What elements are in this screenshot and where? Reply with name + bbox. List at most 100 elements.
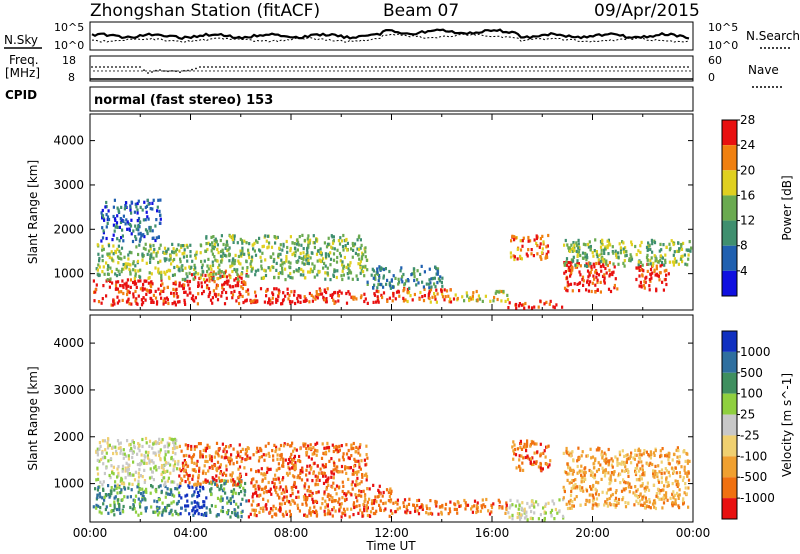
nave-dot — [605, 70, 607, 72]
range-cell — [220, 455, 223, 459]
range-cell — [164, 482, 167, 486]
range-cell — [549, 459, 552, 463]
range-cell — [121, 469, 124, 473]
range-cell — [188, 271, 191, 275]
range-cell — [158, 221, 161, 225]
range-cell — [660, 454, 663, 458]
range-cell — [141, 494, 144, 498]
range-cell — [637, 249, 640, 253]
range-cell — [673, 260, 676, 264]
range-cell — [338, 444, 341, 448]
range-cell — [386, 299, 389, 303]
range-cell — [98, 459, 101, 463]
range-cell — [159, 448, 162, 452]
range-cell — [106, 267, 109, 272]
range-cell — [259, 506, 262, 511]
range-cell — [139, 205, 142, 209]
freq-dot — [371, 66, 373, 68]
range-cell — [526, 254, 529, 258]
range-cell — [229, 235, 232, 239]
range-cell — [299, 294, 302, 298]
range-cell — [363, 299, 366, 304]
range-cell — [225, 450, 228, 454]
range-cell — [309, 511, 312, 515]
range-cell — [199, 450, 202, 454]
range-cell — [164, 272, 167, 276]
range-cell — [265, 289, 268, 293]
range-cell — [112, 252, 115, 256]
range-cell — [136, 211, 139, 215]
range-cell — [676, 460, 679, 464]
range-cell — [139, 279, 142, 283]
range-cell — [96, 472, 100, 476]
range-cell — [353, 464, 356, 468]
range-cell — [511, 445, 514, 449]
range-cell — [392, 285, 395, 289]
range-cell — [639, 492, 642, 496]
range-cell — [307, 240, 310, 244]
range-cell — [162, 302, 165, 306]
range-cell — [663, 493, 666, 497]
freq-dot — [519, 66, 521, 68]
range-cell — [240, 490, 243, 494]
range-cell — [561, 305, 564, 309]
range-cell — [572, 255, 575, 259]
range-cell — [231, 296, 234, 300]
range-cell — [207, 273, 210, 277]
x-tick-label: 00:00 — [73, 526, 108, 540]
freq-dot — [659, 66, 661, 68]
range-cell — [223, 302, 227, 306]
range-cell — [238, 443, 241, 447]
range-cell — [635, 277, 638, 282]
nave-dot — [297, 70, 299, 72]
range-cell — [208, 279, 211, 283]
freq-dot — [335, 66, 337, 68]
range-cell — [227, 509, 230, 513]
freq-dot — [595, 66, 597, 68]
range-cell — [675, 448, 678, 452]
range-cell — [108, 495, 111, 499]
range-cell — [623, 454, 626, 458]
range-cell — [351, 487, 354, 491]
range-cell — [357, 511, 360, 515]
freq-dot — [423, 66, 425, 68]
range-cell — [558, 498, 561, 502]
nave-dot — [321, 70, 323, 72]
range-cell — [298, 255, 301, 259]
range-cell — [593, 277, 596, 281]
range-cell — [293, 289, 296, 294]
range-cell — [646, 485, 649, 489]
range-cell — [527, 305, 530, 309]
range-cell — [589, 270, 592, 275]
range-cell — [366, 513, 369, 518]
range-cell — [435, 288, 438, 292]
range-cell — [526, 439, 529, 443]
range-cell — [610, 457, 613, 461]
range-cell — [149, 207, 152, 211]
range-cell — [577, 238, 580, 242]
range-cell — [140, 453, 143, 457]
range-cell — [179, 260, 182, 264]
range-cell — [278, 466, 281, 470]
range-cell — [146, 252, 149, 256]
range-cell — [169, 254, 172, 258]
range-cell — [623, 259, 626, 263]
range-cell — [213, 255, 216, 259]
range-cell — [514, 453, 518, 457]
range-cell — [339, 254, 342, 258]
range-cell — [147, 202, 150, 206]
range-cell — [647, 488, 651, 492]
nave-dot — [313, 70, 315, 72]
range-cell — [195, 250, 198, 254]
freq-dot — [223, 66, 225, 68]
range-cell — [382, 291, 386, 295]
range-cell — [565, 502, 568, 506]
range-cell — [216, 513, 219, 517]
range-cell — [114, 249, 117, 253]
range-cell — [123, 482, 126, 486]
range-cell — [237, 279, 240, 283]
range-cell — [210, 504, 213, 508]
range-cell — [602, 470, 605, 474]
range-cell — [609, 243, 612, 247]
range-cell — [615, 503, 618, 507]
